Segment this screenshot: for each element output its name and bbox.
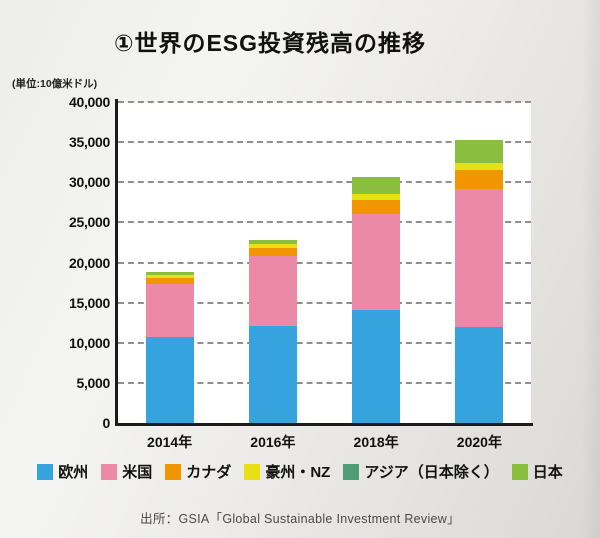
- bar-segment-usa-2018年: [352, 213, 401, 311]
- chart-title: ①世界のESG投資残高の推移: [113, 30, 427, 56]
- bar-segment-europe-2016年: [248, 326, 297, 423]
- legend-swatch-australia-nz: [244, 463, 261, 480]
- legend-label-asia-ex-japan: アジア（日本除く）: [364, 464, 499, 481]
- legend-label-europe: 欧州: [58, 464, 89, 481]
- bar-2020年: [455, 139, 504, 423]
- plot-area: [118, 101, 531, 423]
- legend-item-usa: 米国: [101, 461, 152, 482]
- legend-item-europe: 欧州: [37, 461, 88, 482]
- bar-segment-europe-2020年: [455, 326, 504, 423]
- legend-label-canada: カナダ: [186, 464, 232, 481]
- bar-segment-europe-2018年: [352, 310, 401, 423]
- bar-segment-australia-nz-2016年: [248, 243, 297, 248]
- bar-segment-australia-nz-2020年: [455, 162, 504, 171]
- bar-segment-japan-2016年: [248, 239, 297, 244]
- bar-segment-japan-2014年: [145, 271, 194, 276]
- y-tick-label-15,000: 15,000: [68, 294, 110, 311]
- x-tick-label-2016年: 2016年: [250, 434, 296, 450]
- bar-segment-usa-2020年: [455, 189, 504, 327]
- legend-swatch-japan: [511, 463, 528, 480]
- chart-legend: 欧州 米国 カナダ 豪州・NZ アジア（日本除く） 日本: [0, 461, 600, 482]
- y-tick-label-5,000: 5,000: [76, 374, 110, 391]
- legend-item-australia-nz: 豪州・NZ: [244, 461, 330, 482]
- legend-item-asia-ex-japan: アジア（日本除く）: [343, 461, 499, 482]
- grid-line-10000: [118, 341, 531, 344]
- grid-line-30000: [118, 181, 531, 184]
- bar-segment-australia-nz-2014年: [145, 275, 194, 278]
- bar-segment-australia-nz-2018年: [352, 194, 401, 201]
- page-edge-shading: [582, 0, 600, 538]
- grid-line-15000: [118, 301, 531, 304]
- bar-segment-europe-2014年: [145, 336, 194, 423]
- bar-segment-canada-2014年: [145, 277, 194, 284]
- legend-label-japan: 日本: [532, 464, 563, 481]
- y-tick-label-0: 0: [102, 415, 111, 431]
- y-tick-label-30,000: 30,000: [68, 174, 110, 191]
- x-axis-line: [115, 423, 533, 426]
- legend-item-japan: 日本: [511, 461, 563, 482]
- grid-line-25000: [118, 221, 531, 224]
- legend-swatch-usa: [101, 463, 118, 480]
- legend-item-canada: カナダ: [165, 461, 231, 482]
- legend-label-australia-nz: 豪州・NZ: [265, 464, 331, 481]
- grid-line-20000: [118, 261, 531, 264]
- x-tick-label-2014年: 2014年: [147, 434, 193, 450]
- bar-2014年: [145, 271, 194, 423]
- bar-segment-japan-2020年: [455, 139, 504, 163]
- bar-segment-canada-2018年: [352, 200, 401, 214]
- grid-line-5000: [118, 381, 531, 384]
- y-tick-label-10,000: 10,000: [68, 334, 110, 351]
- bar-segment-canada-2020年: [455, 170, 504, 190]
- grid-line-40000: [118, 101, 531, 103]
- y-tick-label-40,000: 40,000: [68, 94, 110, 110]
- x-tick-label-2020年: 2020年: [456, 434, 502, 450]
- y-axis-line: [115, 99, 118, 426]
- axis-unit-label: (単位:10億米ドル): [12, 78, 98, 90]
- bar-2016年: [248, 239, 297, 423]
- legend-swatch-asia-ex-japan: [343, 463, 360, 480]
- y-tick-label-20,000: 20,000: [68, 254, 110, 271]
- y-tick-label-25,000: 25,000: [68, 214, 110, 231]
- y-tick-label-35,000: 35,000: [68, 134, 110, 151]
- bar-segment-japan-2018年: [352, 176, 401, 195]
- bar-segment-usa-2016年: [248, 256, 297, 327]
- grid-line-35000: [118, 141, 531, 144]
- bar-segment-usa-2014年: [145, 283, 194, 337]
- legend-label-usa: 米国: [122, 464, 153, 481]
- bar-2018年: [352, 176, 401, 423]
- legend-swatch-canada: [165, 463, 182, 480]
- x-tick-label-2018年: 2018年: [353, 434, 399, 450]
- legend-swatch-europe: [37, 463, 54, 480]
- source-citation: 出所：GSIA「Global Sustainable Investment Re…: [140, 512, 460, 526]
- bar-segment-canada-2016年: [248, 247, 297, 257]
